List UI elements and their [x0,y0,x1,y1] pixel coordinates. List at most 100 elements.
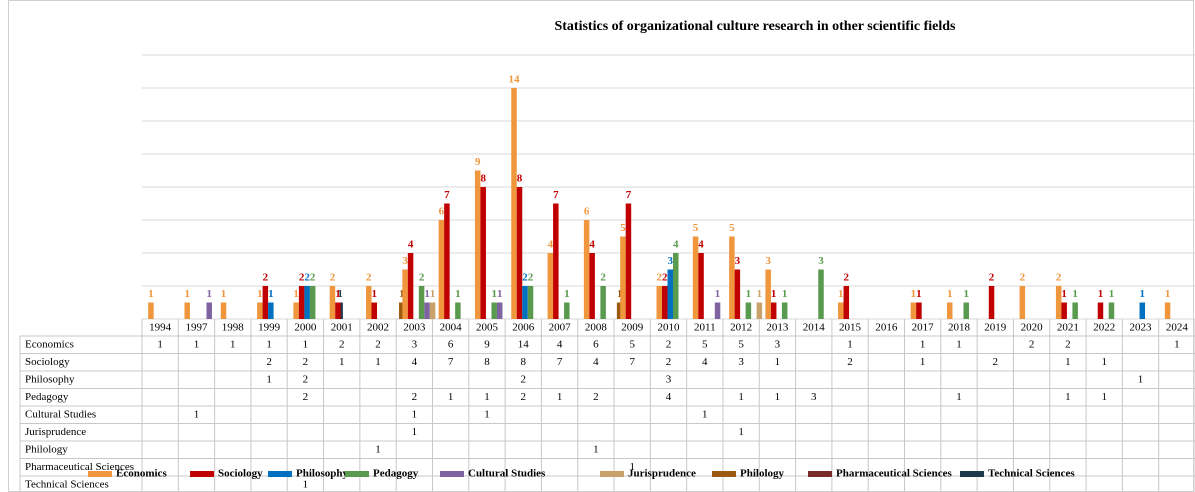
x-tick-label: 2001 [331,322,353,334]
bar [371,302,378,319]
data-label: 4 [548,239,554,251]
table-value: 1 [1174,338,1180,350]
data-label: 1 [491,288,497,300]
table-value: 5 [738,338,744,350]
data-label: 1 [916,288,922,300]
table-value: 2 [375,338,381,350]
row-label: Jurisprudence [25,426,86,438]
legend-swatch [345,471,369,477]
bar [656,286,662,319]
bar [496,302,503,319]
legend-swatch [960,471,984,477]
data-label: 6 [439,206,445,218]
row-label: Economics [25,338,74,350]
row-label: Philosophy [25,373,75,385]
table-value: 2 [521,373,527,385]
bar [963,302,969,319]
data-label: 5 [620,222,626,234]
table-value: 1 [194,408,200,420]
data-label: 1 [430,288,436,300]
bar [522,286,528,319]
table-value: 7 [448,356,454,368]
data-label: 1 [715,288,721,300]
x-tick-label: 2000 [294,322,317,334]
bar [257,302,263,319]
table-value: 14 [518,338,530,350]
data-label: 2 [989,272,995,284]
bar [1055,286,1062,319]
x-tick-label: 2016 [875,322,898,334]
x-tick-label: 1994 [149,322,172,334]
data-label: 8 [480,173,486,185]
table-value: 1 [157,338,163,350]
legend-swatch [88,471,112,477]
table-value: 1 [956,338,962,350]
table-value: 4 [666,391,672,403]
x-tick-label: 2017 [912,322,935,334]
data-label: 2 [662,272,668,284]
data-label: 2 [522,272,528,284]
x-tick-label: 2021 [1057,322,1079,334]
bar [1072,302,1078,319]
data-label: 1 [1098,288,1104,300]
bar [553,203,559,319]
bar [309,286,316,319]
legend-label: Cultural Studies [468,468,546,480]
table-value: 5 [702,338,708,350]
bar [734,269,741,319]
x-tick-label: 2009 [621,322,644,334]
table-value: 2 [666,356,672,368]
x-tick-label: 2008 [585,322,608,334]
table-value: 1 [702,408,708,420]
chart-title: Statistics of organizational culture res… [554,19,956,34]
data-label: 1 [148,288,154,300]
bar [564,302,570,319]
table-value: 7 [557,356,563,368]
data-label: 2 [310,272,316,284]
data-label: 2 [366,272,372,284]
data-label: 1 [757,288,763,300]
table-value: 1 [303,478,309,490]
table-value: 1 [375,443,381,455]
bar [206,302,212,319]
x-tick-label: 2011 [694,322,716,334]
data-label: 1 [771,288,777,300]
table-value: 1 [847,338,853,350]
table-value: 1 [448,391,454,403]
data-label: 7 [553,189,559,201]
bar [692,236,699,319]
bar [1139,302,1146,319]
bar [511,88,517,319]
data-label: 4 [589,239,595,251]
bar [662,286,668,319]
data-label: 3 [668,255,674,267]
x-tick-label: 2004 [440,322,463,334]
x-tick-label: 2006 [512,322,535,334]
x-tick-label: 2024 [1166,322,1189,334]
data-label: 4 [673,239,679,251]
x-tick-label: 2012 [730,322,752,334]
data-label: 1 [1072,288,1078,300]
data-label: 2 [844,272,850,284]
bar [698,253,704,319]
legend-swatch [190,471,214,477]
table-value: 1 [1138,373,1144,385]
bar [988,286,995,319]
bar [455,302,461,319]
data-label: 1 [1165,288,1171,300]
bar [474,170,481,319]
x-tick-label: 2020 [1021,322,1044,334]
bar [745,302,752,319]
table-value: 1 [593,443,599,455]
data-label: 1 [184,288,190,300]
table-value: 4 [593,356,599,368]
row-label: Pedagogy [25,391,69,403]
data-label: 1 [372,288,378,300]
table-value: 2 [847,356,853,368]
bar [418,286,425,319]
table-value: 1 [412,426,418,438]
bar [293,302,299,319]
data-label: 9 [475,156,481,168]
data-label: 1 [221,288,227,300]
x-tick-label: 1997 [185,322,208,334]
